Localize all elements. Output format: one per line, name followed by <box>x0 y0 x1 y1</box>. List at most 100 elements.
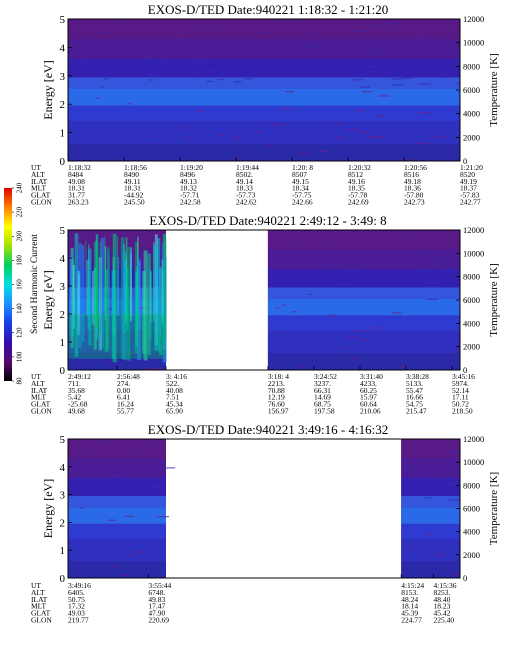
heatmap-streak <box>150 368 163 370</box>
ephemeris-table: UTALTILATMLTGLATGLON3:49:166405.50.7517.… <box>31 581 457 625</box>
y-right-tick-label: 10000 <box>463 38 484 48</box>
ephemeris-value: 274. <box>117 379 130 388</box>
ephemeris-value: 3:38:28 <box>406 372 429 381</box>
y-right-tick-label: 0 <box>463 573 467 583</box>
heatmap-streak <box>299 366 304 368</box>
heatmap-band <box>68 495 166 508</box>
y-right-tick-label: 0 <box>463 365 467 375</box>
heatmap-streak <box>259 31 268 33</box>
ephemeris-value: 49.15 <box>292 177 309 186</box>
ephemeris-value: 45.34 <box>166 400 183 409</box>
heatmap-streak <box>373 136 385 138</box>
y-tick-label: 0 <box>60 573 66 585</box>
heatmap-band <box>401 458 460 478</box>
y-tick-label: 4 <box>60 42 66 54</box>
y-tick-label: 3 <box>60 281 66 293</box>
y-tick-label: 1 <box>60 128 66 140</box>
heatmap-streak <box>304 46 314 48</box>
heatmap-streak <box>367 136 379 138</box>
ephemeris-value: 2:56:48 <box>117 372 140 381</box>
ephemeris-value: 5133. <box>406 379 423 388</box>
y-tick-label: 2 <box>60 309 66 321</box>
ephemeris-value: 8253. <box>434 588 451 597</box>
y-tick-label: 5 <box>60 434 66 446</box>
heatmap-streak <box>292 311 297 313</box>
ephemeris-value: 0.00 <box>117 386 130 395</box>
ephemeris-value: 6.41 <box>117 393 130 402</box>
heatmap-streak <box>142 368 154 370</box>
wave-streak <box>77 270 80 336</box>
heatmap-band <box>401 507 460 524</box>
heatmap-band <box>267 353 460 370</box>
heatmap-band <box>401 561 460 578</box>
y-tick-label: 3 <box>60 490 66 502</box>
ephemeris-value: 31.77 <box>68 191 85 200</box>
wave-streak <box>99 242 102 333</box>
ephemeris-row-label: ILAT <box>31 386 48 395</box>
heatmap-band <box>267 330 460 354</box>
heatmap-streak <box>206 80 213 83</box>
ephemeris-value: 522. <box>166 379 179 388</box>
heatmap-streak <box>89 326 95 329</box>
ephemeris-value: -57.78 <box>348 191 368 200</box>
heatmap-streak <box>378 95 390 97</box>
heatmap-streak <box>276 124 286 126</box>
ephemeris-value: 18.32 <box>180 184 197 193</box>
ephemeris-value: 18.37 <box>460 184 477 193</box>
heatmap-streak <box>260 74 269 76</box>
heatmap-streak <box>456 82 460 84</box>
heatmap-streak <box>269 324 273 326</box>
colorbar-tick-label: 160 <box>16 279 24 290</box>
y-axis-label: Energy [eV] <box>41 60 55 119</box>
wave-low-energy <box>68 314 166 359</box>
ephemeris-value: 3:18: 4 <box>268 372 289 381</box>
plot-area <box>68 19 460 161</box>
ephemeris-value: 49.08 <box>68 177 85 186</box>
ephemeris-row-label: GLON <box>31 616 52 625</box>
ephemeris-value: 60.25 <box>360 386 377 395</box>
wave-streak <box>120 237 125 360</box>
ephemeris-value: 12.19 <box>268 393 285 402</box>
heatmap-streak <box>424 497 431 499</box>
heatmap-band <box>68 19 460 39</box>
heatmap-streak <box>234 53 243 55</box>
heatmap-streak <box>423 250 435 253</box>
heatmap-streak <box>74 454 79 456</box>
wave-streak <box>136 262 141 361</box>
ephemeris-value: -25.68 <box>68 400 88 409</box>
ephemeris-value: 1:20:32 <box>348 163 371 172</box>
ephemeris-row-label: MLT <box>31 184 47 193</box>
ephemeris-value: 76.60 <box>268 400 285 409</box>
heatmap-streak <box>398 366 408 368</box>
colorbar-tick-label: 80 <box>16 377 24 385</box>
heatmap-streak <box>108 519 116 521</box>
heatmap-streak <box>284 20 294 22</box>
heatmap-streak <box>217 78 225 81</box>
wave-streak <box>88 248 92 346</box>
ephemeris-row-label: ILAT <box>31 177 48 186</box>
heatmap-band <box>267 287 460 299</box>
ephemeris-value: 60.64 <box>360 400 377 409</box>
heatmap-streak <box>103 78 108 80</box>
ephemeris-value: 3:55:44 <box>148 581 171 590</box>
heatmap-streak <box>125 554 135 556</box>
heatmap-band <box>68 539 166 562</box>
ephemeris-value: 1:18:32 <box>68 163 91 172</box>
wave-streak <box>117 256 120 317</box>
heatmap-streak <box>266 145 275 147</box>
heatmap-streak <box>458 307 460 309</box>
wave-streak <box>74 233 79 357</box>
heatmap-streak <box>151 135 157 137</box>
heatmap-streak <box>282 108 291 110</box>
heatmap-band <box>68 38 460 59</box>
ephemeris-value: 52.14 <box>452 386 469 395</box>
ephemeris-value: -57.75 <box>292 191 312 200</box>
heatmap-streak <box>391 312 402 314</box>
y-right-tick-label: 2000 <box>463 550 480 560</box>
heatmap-streak <box>100 86 105 88</box>
heatmap-streak <box>408 546 414 549</box>
ephemeris-value: 17.47 <box>148 602 165 611</box>
ephemeris-value: 263.23 <box>68 198 89 207</box>
heatmap-streak <box>70 73 74 75</box>
